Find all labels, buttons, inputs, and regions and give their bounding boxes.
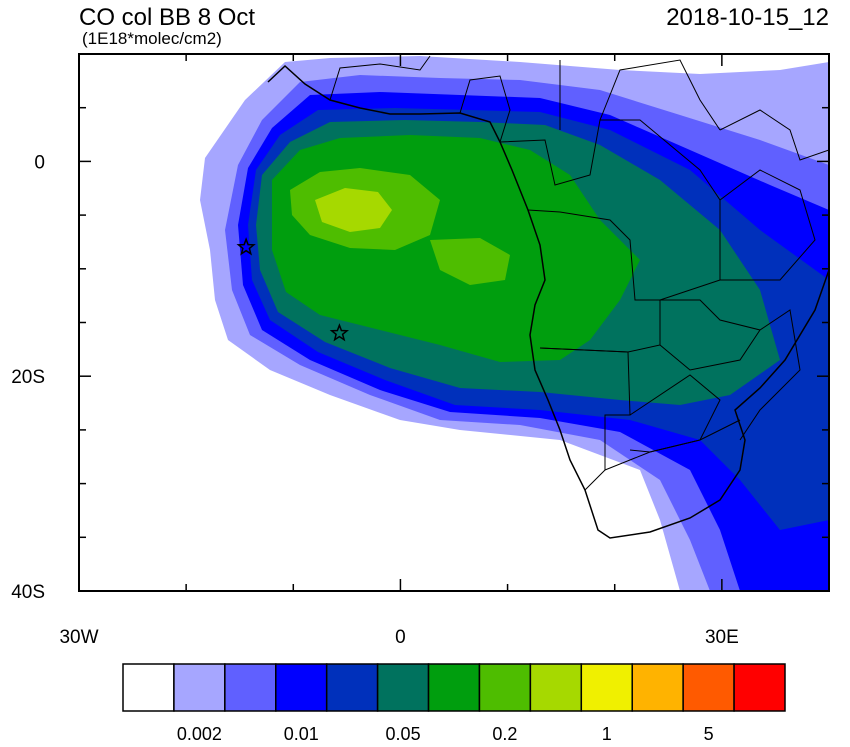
colorbar-labels: 0.002 0.01 0.05 0.2 1 5: [177, 724, 714, 744]
timestamp-label: 2018-10-15_12: [666, 4, 829, 31]
colorbar-label: 0.002: [177, 724, 222, 744]
colorbar-label: 0.05: [386, 724, 421, 744]
y-tick-label: 40S: [11, 582, 45, 603]
colorbar-swatch: [376, 663, 430, 712]
border-drc: [499, 119, 721, 301]
x-tick-label: 0: [395, 627, 406, 648]
colorbar-swatch: [122, 663, 175, 712]
star-markers: [236, 237, 350, 342]
colorbar-label: 1: [602, 724, 612, 744]
colorbar-swatch: [529, 663, 583, 712]
plot-area: [79, 54, 829, 591]
colorbar-swatch: [580, 663, 633, 712]
colorbar-swatch: [325, 663, 379, 712]
border-botswana: [629, 374, 721, 453]
colorbar-swatch: [275, 663, 328, 712]
border-mozambique: [739, 309, 801, 441]
x-tick-label: 30E: [705, 627, 739, 648]
contour-3: [315, 188, 392, 232]
colorbar-swatch: [631, 663, 684, 712]
y-tick-label: 20S: [11, 367, 45, 388]
colorbar-label: 0.01: [284, 724, 319, 744]
country-borders: [329, 55, 829, 491]
africa-coastline: [267, 64, 829, 539]
border-tanzania: [719, 169, 816, 281]
units-label: (1E18*molec/cm2): [82, 29, 222, 48]
border-south-africa: [604, 419, 741, 471]
colorbar-swatch: [173, 663, 226, 712]
axis-ticks: [78, 53, 830, 592]
colorbar-swatch: [427, 663, 481, 712]
map-title: CO col BB 8 Oct: [79, 4, 255, 31]
border-namibia: [539, 347, 631, 491]
coastlines: [267, 64, 829, 539]
star-ascension-icon: [236, 237, 256, 256]
co-plume: [200, 56, 829, 591]
y-tick-labels: 0 20S 40S: [11, 152, 45, 603]
colorbar-swatch: [478, 663, 532, 712]
colorbar-label: 0.2: [492, 724, 517, 744]
y-tick-label: 0: [34, 152, 45, 173]
star-st-helena-icon: [329, 323, 350, 342]
colorbar-swatch: [733, 663, 786, 712]
colorbar-swatch: [224, 663, 277, 712]
x-tick-label: 30W: [59, 627, 98, 648]
border-west-africa: [329, 55, 721, 143]
colorbar-swatch: [682, 663, 735, 712]
x-tick-labels: 30W 0 30E: [59, 627, 738, 648]
border-east-africa: [719, 109, 829, 161]
border-angola: [527, 209, 661, 353]
colorbar: [122, 663, 786, 712]
colorbar-label: 5: [704, 724, 714, 744]
